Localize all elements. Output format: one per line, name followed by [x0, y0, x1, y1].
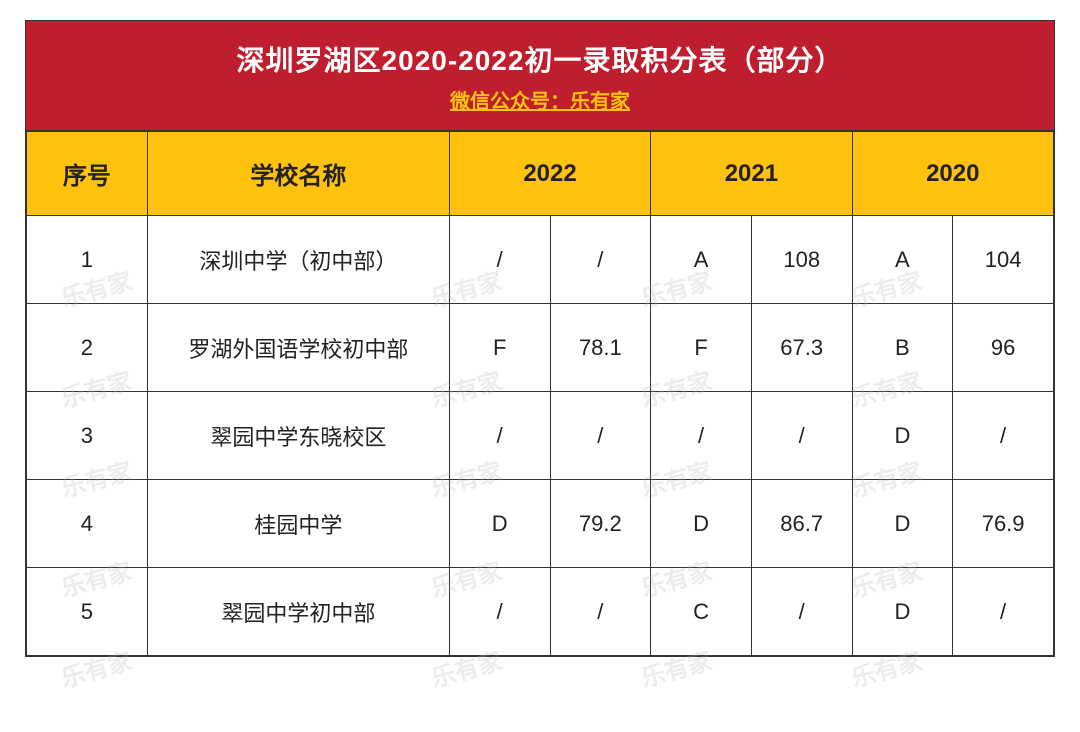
cell-2021-grade: D [651, 480, 752, 568]
col-header-2022: 2022 [449, 132, 650, 216]
cell-index: 5 [27, 568, 148, 656]
cell-2021-grade: / [651, 392, 752, 480]
table-row: 5翠园中学初中部//C/D/ [27, 568, 1054, 656]
table-row: 4桂园中学D79.2D86.7D76.9 [27, 480, 1054, 568]
cell-school: 翠园中学初中部 [147, 568, 449, 656]
cell-school: 桂园中学 [147, 480, 449, 568]
cell-2020-score: 96 [953, 304, 1054, 392]
cell-2020-grade: D [852, 568, 953, 656]
cell-2021-score: 86.7 [751, 480, 852, 568]
cell-2020-grade: A [852, 216, 953, 304]
cell-2021-grade: A [651, 216, 752, 304]
score-table: 序号 学校名称 2022 2021 2020 1深圳中学（初中部）//A108A… [26, 131, 1054, 656]
main-title: 深圳罗湖区2020-2022初一录取积分表（部分） [26, 39, 1054, 79]
cell-index: 4 [27, 480, 148, 568]
cell-2020-grade: D [852, 392, 953, 480]
cell-2020-grade: B [852, 304, 953, 392]
col-header-2020: 2020 [852, 132, 1053, 216]
cell-2022-grade: / [449, 216, 550, 304]
cell-2020-score: 104 [953, 216, 1054, 304]
table-row: 1深圳中学（初中部）//A108A104 [27, 216, 1054, 304]
cell-2022-score: 79.2 [550, 480, 651, 568]
cell-2022-grade: F [449, 304, 550, 392]
col-header-2021: 2021 [651, 132, 852, 216]
cell-2022-score: / [550, 392, 651, 480]
cell-school: 罗湖外国语学校初中部 [147, 304, 449, 392]
table-body: 1深圳中学（初中部）//A108A1042罗湖外国语学校初中部F78.1F67.… [27, 216, 1054, 656]
cell-2021-score: 67.3 [751, 304, 852, 392]
cell-2022-score: / [550, 216, 651, 304]
cell-2022-grade: / [449, 392, 550, 480]
table-container: 深圳罗湖区2020-2022初一录取积分表（部分） 微信公众号：乐有家 序号 学… [25, 20, 1055, 657]
cell-2020-grade: D [852, 480, 953, 568]
table-row: 2罗湖外国语学校初中部F78.1F67.3B96 [27, 304, 1054, 392]
cell-2021-score: / [751, 568, 852, 656]
cell-index: 2 [27, 304, 148, 392]
cell-2020-score: 76.9 [953, 480, 1054, 568]
cell-2022-score: 78.1 [550, 304, 651, 392]
cell-index: 3 [27, 392, 148, 480]
col-header-index: 序号 [27, 132, 148, 216]
cell-2021-grade: C [651, 568, 752, 656]
cell-2022-grade: D [449, 480, 550, 568]
cell-2020-score: / [953, 568, 1054, 656]
cell-2022-grade: / [449, 568, 550, 656]
cell-school: 翠园中学东晓校区 [147, 392, 449, 480]
col-header-school: 学校名称 [147, 132, 449, 216]
title-bar: 深圳罗湖区2020-2022初一录取积分表（部分） 微信公众号：乐有家 [26, 21, 1054, 131]
table-header-row: 序号 学校名称 2022 2021 2020 [27, 132, 1054, 216]
cell-index: 1 [27, 216, 148, 304]
table-row: 3翠园中学东晓校区////D/ [27, 392, 1054, 480]
cell-2021-grade: F [651, 304, 752, 392]
cell-school: 深圳中学（初中部） [147, 216, 449, 304]
cell-2021-score: 108 [751, 216, 852, 304]
cell-2022-score: / [550, 568, 651, 656]
cell-2020-score: / [953, 392, 1054, 480]
sub-title: 微信公众号：乐有家 [26, 85, 1054, 114]
cell-2021-score: / [751, 392, 852, 480]
